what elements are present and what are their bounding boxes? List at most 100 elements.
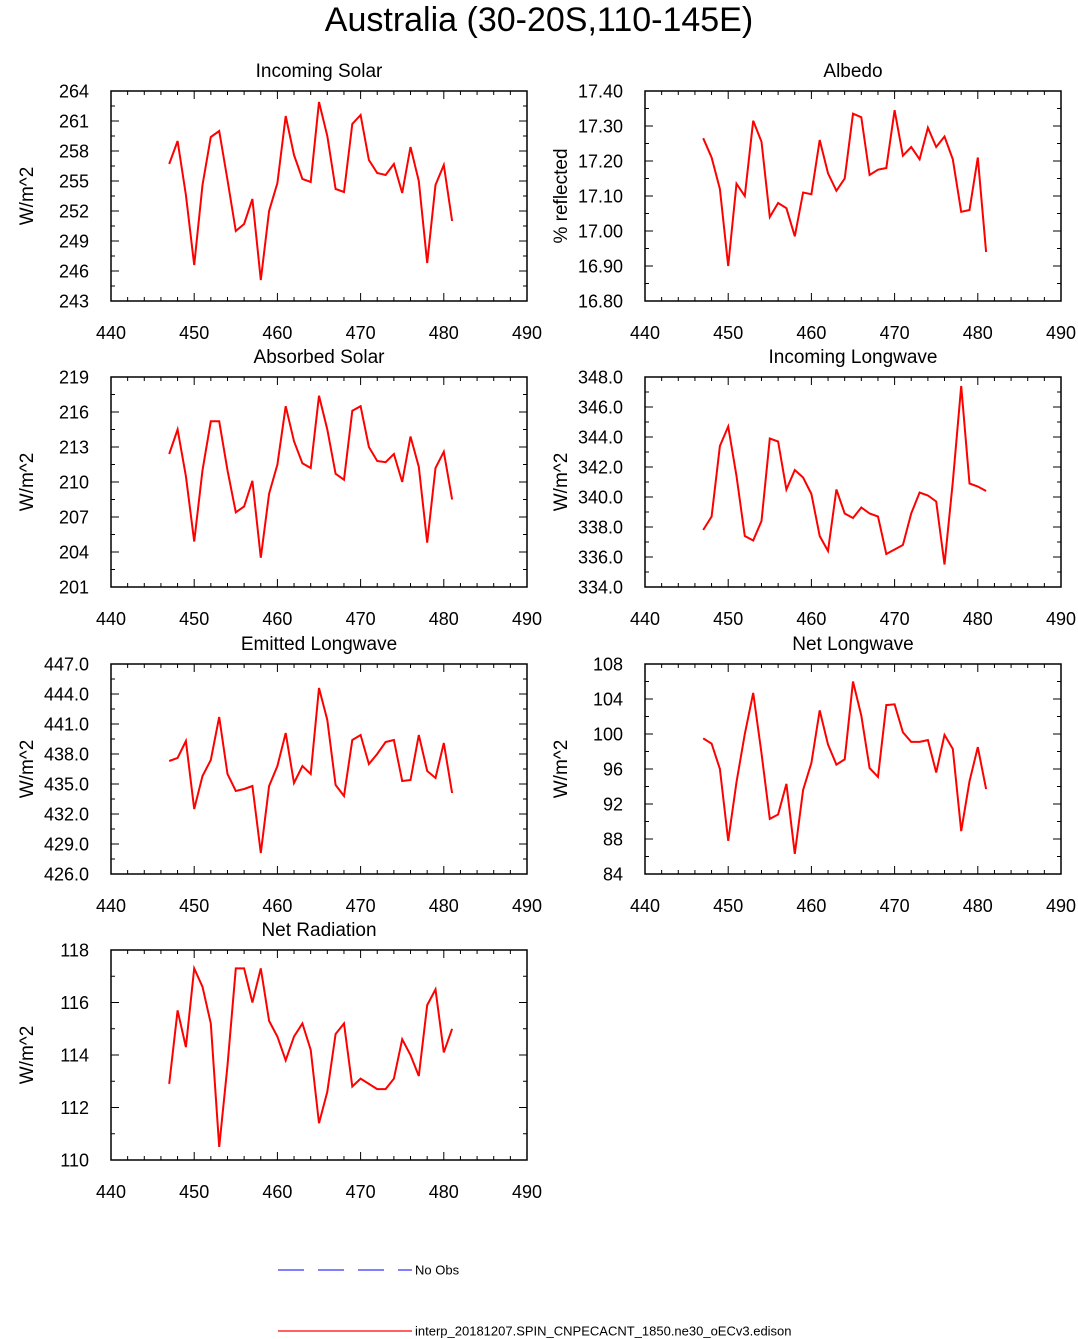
y-tick-label: 243 [59, 292, 89, 312]
x-tick-label: 480 [963, 609, 993, 629]
x-tick-label: 490 [1046, 323, 1076, 343]
y-tick-label: 255 [59, 172, 89, 192]
y-axis-label: W/m^2 [551, 453, 572, 512]
panel-title: Emitted Longwave [241, 634, 397, 655]
x-tick-label: 460 [262, 609, 292, 629]
y-axis-label: % reflected [551, 148, 572, 243]
x-tick-label: 470 [346, 323, 376, 343]
y-tick-label: 17.00 [578, 222, 623, 242]
y-tick-label: 342.0 [578, 458, 623, 478]
x-tick-label: 470 [880, 609, 910, 629]
y-tick-label: 84 [603, 865, 623, 885]
x-tick-label: 450 [179, 1182, 209, 1202]
y-tick-label: 118 [60, 941, 89, 961]
y-axis-label: W/m^2 [17, 453, 38, 512]
y-axis-label: W/m^2 [17, 740, 38, 799]
y-tick-label: 336.0 [578, 548, 623, 568]
x-tick-label: 470 [346, 609, 376, 629]
series-line [702, 385, 987, 565]
y-tick-label: 201 [59, 578, 89, 598]
panel-title: Net Radiation [261, 920, 376, 941]
y-tick-label: 252 [59, 202, 89, 222]
y-tick-label: 88 [603, 830, 623, 850]
y-tick-label: 429.0 [44, 835, 89, 855]
y-tick-label: 17.20 [578, 152, 623, 172]
chart-panel: Net Radiation W/m^2 440 450 460 470 480 490 110 1… [17, 920, 542, 1202]
x-tick-label: 440 [96, 323, 126, 343]
chart-panel: Incoming Solar W/m^2 440 450 460 470 480 490 243… [17, 61, 542, 343]
x-tick-label: 480 [429, 609, 459, 629]
x-tick-label: 470 [346, 896, 376, 916]
y-tick-label: 447.0 [44, 655, 89, 675]
y-tick-label: 110 [60, 1151, 89, 1171]
y-tick-label: 432.0 [44, 805, 89, 825]
x-tick-label: 460 [262, 323, 292, 343]
plot-frame [110, 376, 528, 588]
panel-title: Albedo [823, 61, 882, 82]
y-tick-label: 334.0 [578, 578, 623, 598]
y-tick-label: 216 [59, 403, 89, 423]
y-tick-label: 114 [60, 1046, 89, 1066]
y-tick-label: 426.0 [44, 865, 89, 885]
x-tick-label: 440 [96, 609, 126, 629]
x-tick-label: 460 [796, 609, 826, 629]
x-tick-label: 480 [963, 896, 993, 916]
panels-group: Incoming Solar W/m^2 440 450 460 470 480 490 243… [17, 61, 1076, 1202]
y-tick-label: 246 [59, 262, 89, 282]
y-tick-label: 112 [60, 1098, 89, 1118]
plot-frame [644, 376, 1062, 588]
x-tick-label: 490 [1046, 609, 1076, 629]
y-tick-label: 104 [593, 690, 623, 710]
x-tick-label: 440 [96, 1182, 126, 1202]
legend-obs-label: No Obs [415, 1263, 460, 1278]
x-tick-label: 480 [429, 1182, 459, 1202]
x-tick-label: 440 [630, 609, 660, 629]
x-tick-label: 480 [429, 323, 459, 343]
y-axis-label: W/m^2 [551, 740, 572, 799]
y-tick-label: 444.0 [44, 685, 89, 705]
x-tick-label: 440 [630, 323, 660, 343]
series-line [168, 395, 454, 558]
x-tick-label: 460 [262, 896, 292, 916]
x-tick-label: 450 [179, 609, 209, 629]
y-tick-label: 17.30 [578, 117, 623, 137]
x-tick-label: 490 [512, 323, 542, 343]
y-tick-label: 204 [59, 543, 89, 563]
x-tick-label: 490 [512, 896, 542, 916]
panel-title: Absorbed Solar [254, 347, 386, 368]
x-tick-label: 470 [880, 896, 910, 916]
y-tick-label: 16.80 [578, 292, 623, 312]
y-tick-label: 340.0 [578, 488, 623, 508]
x-tick-label: 480 [963, 323, 993, 343]
x-tick-label: 450 [713, 323, 743, 343]
x-tick-label: 450 [713, 609, 743, 629]
series-line [702, 110, 988, 267]
x-tick-label: 450 [179, 896, 209, 916]
chart-panel: Emitted Longwave W/m^2 440 450 460 470 480 490 4… [17, 634, 542, 916]
y-tick-label: 16.90 [578, 257, 623, 277]
y-tick-label: 210 [59, 473, 89, 493]
y-tick-label: 338.0 [578, 518, 623, 538]
plot-frame [644, 90, 1062, 302]
x-tick-label: 440 [96, 896, 126, 916]
plot-frame [110, 90, 528, 302]
x-tick-label: 470 [346, 1182, 376, 1202]
series-line [168, 101, 454, 281]
chart-panel: Incoming Longwave W/m^2 440 450 460 470 480 490… [551, 347, 1076, 629]
y-tick-label: 100 [593, 725, 623, 745]
figure-title: Australia (30-20S,110-145E) [324, 1, 754, 39]
y-tick-label: 249 [59, 232, 89, 252]
y-tick-label: 92 [603, 795, 623, 815]
panel-title: Incoming Solar [256, 61, 383, 82]
legend: No Obs interp_20181207.SPIN_CNPECACNT_18… [278, 1263, 792, 1339]
y-tick-label: 207 [59, 508, 89, 528]
y-tick-label: 261 [59, 112, 89, 132]
y-tick-label: 213 [59, 438, 89, 458]
x-tick-label: 460 [262, 1182, 292, 1202]
x-tick-label: 450 [713, 896, 743, 916]
y-tick-label: 17.40 [578, 82, 623, 102]
x-tick-label: 460 [796, 896, 826, 916]
y-tick-label: 108 [593, 655, 623, 675]
y-tick-label: 438.0 [44, 745, 89, 765]
x-tick-label: 450 [179, 323, 209, 343]
